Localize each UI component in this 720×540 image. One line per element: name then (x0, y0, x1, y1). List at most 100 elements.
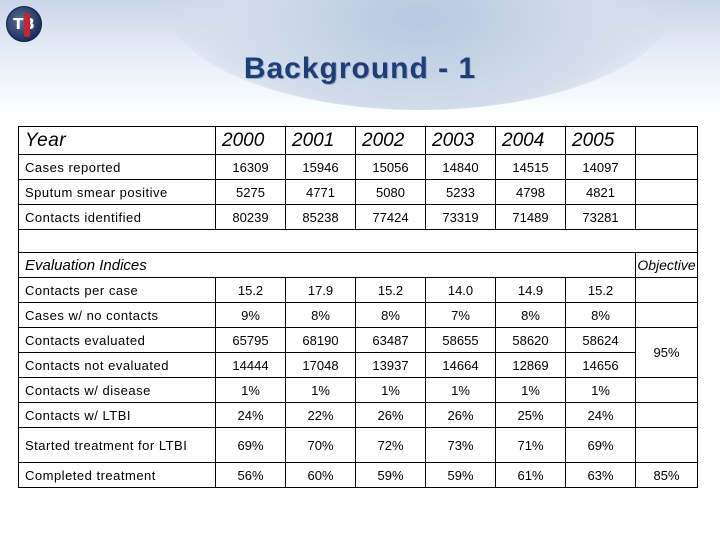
value-cell: 4771 (285, 179, 356, 205)
objective-header: Objective (635, 252, 698, 278)
value-cell: 58655 (425, 327, 496, 353)
value-cell: 59% (355, 462, 426, 488)
table-row: Cases w/ no contacts 9% 8% 8% 7% 8% 8% (18, 302, 698, 328)
year-cell: 2001 (285, 126, 356, 155)
year-label: Year (18, 126, 216, 155)
value-cell: 72% (355, 427, 426, 463)
value-cell: 16309 (215, 154, 286, 180)
value-cell: 85238 (285, 204, 356, 230)
value-cell: 63487 (355, 327, 426, 353)
year-header-row: Year 2000 2001 2002 2003 2004 2005 (18, 126, 698, 155)
value-cell: 13937 (355, 352, 426, 378)
objective-cell (635, 377, 698, 403)
value-cell: 15.2 (355, 277, 426, 303)
value-cell: 5275 (215, 179, 286, 205)
objective-cell (635, 126, 698, 155)
value-cell: 14840 (425, 154, 496, 180)
table-row: Contacts w/ LTBI 24% 22% 26% 26% 25% 24% (18, 402, 698, 428)
value-cell: 24% (565, 402, 636, 428)
value-cell: 68190 (285, 327, 356, 353)
row-label: Sputum smear positive (18, 179, 216, 205)
value-cell: 7% (425, 302, 496, 328)
value-cell: 17.9 (285, 277, 356, 303)
value-cell: 14664 (425, 352, 496, 378)
year-cell: 2002 (355, 126, 426, 155)
value-cell: 26% (425, 402, 496, 428)
value-cell: 58620 (495, 327, 566, 353)
row-label: Contacts not evaluated (18, 352, 216, 378)
table-row: Sputum smear positive 5275 4771 5080 523… (18, 179, 698, 205)
objective-cell (635, 427, 698, 463)
value-cell: 17048 (285, 352, 356, 378)
value-cell: 15.2 (215, 277, 286, 303)
value-cell: 71489 (495, 204, 566, 230)
value-cell: 12869 (495, 352, 566, 378)
table-row: Contacts identified 80239 85238 77424 73… (18, 204, 698, 230)
objective-cell (635, 302, 698, 328)
value-cell: 61% (495, 462, 566, 488)
value-cell: 4821 (565, 179, 636, 205)
value-cell: 58624 (565, 327, 636, 353)
value-cell: 56% (215, 462, 286, 488)
value-cell: 1% (285, 377, 356, 403)
row-label: Contacts identified (18, 204, 216, 230)
value-cell: 8% (565, 302, 636, 328)
value-cell: 14656 (565, 352, 636, 378)
table-row: Contacts per case 15.2 17.9 15.2 14.0 14… (18, 277, 698, 303)
table-row: Completed treatment 56% 60% 59% 59% 61% … (18, 462, 698, 488)
value-cell: 14.9 (495, 277, 566, 303)
tb-logo-icon: TB (6, 6, 42, 42)
value-cell: 15.2 (565, 277, 636, 303)
objective-cell (635, 154, 698, 180)
value-cell: 60% (285, 462, 356, 488)
year-cell: 2005 (565, 126, 636, 155)
value-cell: 73281 (565, 204, 636, 230)
year-cell: 2003 (425, 126, 496, 155)
value-cell: 14444 (215, 352, 286, 378)
value-cell: 77424 (355, 204, 426, 230)
data-table: Year 2000 2001 2002 2003 2004 2005 Cases… (18, 126, 698, 488)
spacer-row (18, 229, 698, 253)
slide-header (0, 0, 720, 118)
value-cell: 70% (285, 427, 356, 463)
value-cell: 4798 (495, 179, 566, 205)
row-label: Completed treatment (18, 462, 216, 488)
row-label: Started treatment for LTBI (18, 427, 216, 463)
value-cell: 63% (565, 462, 636, 488)
value-cell: 69% (565, 427, 636, 463)
row-label: Cases w/ no contacts (18, 302, 216, 328)
table-row: Contacts evaluated 65795 68190 63487 586… (18, 327, 698, 378)
value-cell: 8% (355, 302, 426, 328)
value-cell: 25% (495, 402, 566, 428)
row-label: Contacts evaluated (18, 327, 216, 353)
value-cell: 1% (425, 377, 496, 403)
objective-cell (635, 179, 698, 205)
value-cell: 59% (425, 462, 496, 488)
value-cell: 8% (285, 302, 356, 328)
row-label: Cases reported (18, 154, 216, 180)
table-row: Contacts not evaluated 14444 17048 13937… (18, 352, 698, 378)
value-cell: 1% (355, 377, 426, 403)
table-row: Cases reported 16309 15946 15056 14840 1… (18, 154, 698, 180)
value-cell: 8% (495, 302, 566, 328)
value-cell: 73319 (425, 204, 496, 230)
value-cell: 26% (355, 402, 426, 428)
table-row: Contacts w/ disease 1% 1% 1% 1% 1% 1% (18, 377, 698, 403)
objective-cell (635, 277, 698, 303)
value-cell: 14515 (495, 154, 566, 180)
row-label: Contacts w/ disease (18, 377, 216, 403)
objective-cell (635, 204, 698, 230)
value-cell: 9% (215, 302, 286, 328)
row-label: Contacts w/ LTBI (18, 402, 216, 428)
value-cell: 15056 (355, 154, 426, 180)
value-cell: 1% (565, 377, 636, 403)
section-label: Evaluation Indices (18, 252, 636, 278)
year-cell: 2000 (215, 126, 286, 155)
objective-cell: 85% (635, 462, 698, 488)
value-cell: 24% (215, 402, 286, 428)
value-cell: 22% (285, 402, 356, 428)
value-cell: 15946 (285, 154, 356, 180)
value-cell: 1% (215, 377, 286, 403)
value-cell: 80239 (215, 204, 286, 230)
row-label: Contacts per case (18, 277, 216, 303)
